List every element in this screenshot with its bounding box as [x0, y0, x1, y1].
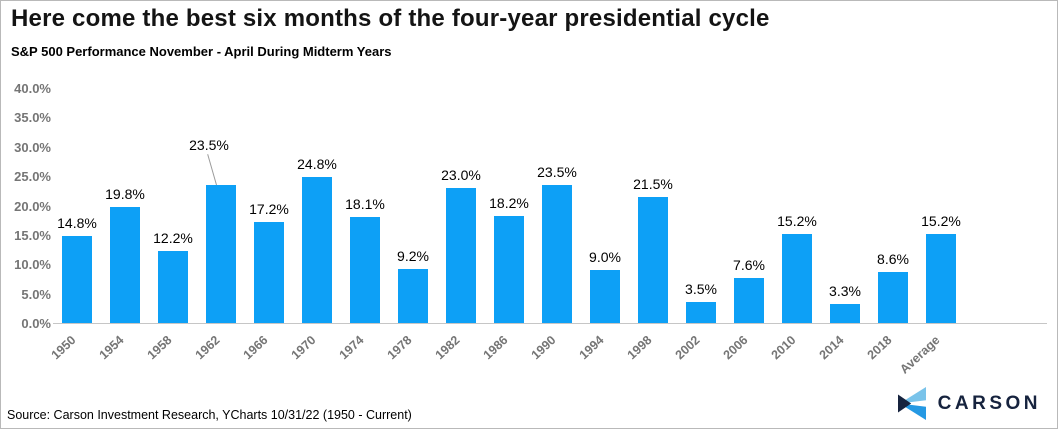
- bar-2010: [782, 234, 812, 323]
- y-axis-tick-label: 0.0%: [21, 316, 51, 331]
- bar-1970: [302, 177, 332, 323]
- x-axis-tick-label: 1954: [96, 333, 127, 363]
- bar-value-label: 17.2%: [249, 201, 289, 217]
- x-axis-tick-label: 1966: [240, 333, 271, 363]
- y-axis-tick-label: 15.0%: [14, 227, 51, 243]
- x-axis-tick-label: 1962: [192, 333, 223, 363]
- bar-value-label: 15.2%: [921, 213, 961, 229]
- bar-2018: [878, 272, 908, 323]
- bar-value-label: 7.6%: [733, 257, 765, 273]
- x-axis-tick-label: 2006: [720, 333, 751, 363]
- bar-1966: [254, 222, 284, 323]
- bar-value-label: 24.8%: [297, 156, 337, 172]
- source-note: Source: Carson Investment Research, YCha…: [7, 408, 412, 422]
- bar-value-label: 18.1%: [345, 196, 385, 212]
- x-axis-tick-label: Average: [897, 333, 943, 377]
- x-axis-tick-label: 1950: [48, 333, 79, 363]
- bar-2002: [686, 302, 716, 323]
- bar-value-label: 14.8%: [57, 215, 97, 231]
- bar-1950: [62, 236, 92, 323]
- bar-value-label: 8.6%: [877, 251, 909, 267]
- carson-logo: CARSON: [897, 387, 1041, 420]
- callout-leader-line: [207, 154, 217, 186]
- y-axis-tick-label: 5.0%: [21, 286, 51, 302]
- bar-1986: [494, 216, 524, 323]
- bar-1958: [158, 251, 188, 323]
- bar-1974: [350, 217, 380, 323]
- x-axis-tick-label: 1998: [624, 333, 655, 363]
- bar-value-label: 3.5%: [685, 281, 717, 297]
- bar-value-label: 15.2%: [777, 213, 817, 229]
- bar-1962: [206, 185, 236, 323]
- y-axis-tick-label: 40.0%: [14, 81, 51, 96]
- bar-value-label: 21.5%: [633, 176, 673, 192]
- bar-value-label: 18.2%: [489, 195, 529, 211]
- y-axis-tick-label: 20.0%: [14, 198, 51, 214]
- bar-value-label: 23.0%: [441, 167, 481, 183]
- x-axis-tick-label: 1970: [288, 333, 319, 363]
- x-axis-tick-label: 2010: [768, 333, 799, 363]
- x-axis-tick-label: 2002: [672, 333, 703, 363]
- bar-1982: [446, 188, 476, 323]
- bar-value-label: 9.2%: [397, 248, 429, 264]
- chart-subtitle: S&P 500 Performance November - April Dur…: [11, 44, 392, 59]
- bar-average: [926, 234, 956, 323]
- x-axis-tick-label: 2018: [864, 333, 895, 363]
- bar-1994: [590, 270, 620, 323]
- bar-value-label: 9.0%: [589, 249, 621, 265]
- x-axis-tick-label: 1978: [384, 333, 415, 363]
- bar-value-label: 19.8%: [105, 186, 145, 202]
- x-axis-tick-label: 1994: [576, 333, 607, 363]
- bar-1998: [638, 197, 668, 323]
- x-axis-tick-label: 1990: [528, 333, 559, 363]
- bar-1978: [398, 269, 428, 323]
- x-axis-tick-label: 1974: [336, 333, 367, 363]
- x-axis-tick-label: 2014: [816, 333, 847, 363]
- bar-1990: [542, 185, 572, 323]
- bar-1954: [110, 207, 140, 323]
- x-axis-tick-label: 1958: [144, 333, 175, 363]
- y-axis-tick-label: 30.0%: [14, 139, 51, 155]
- bar-2014: [830, 304, 860, 323]
- chart-title: Here come the best six months of the fou…: [11, 5, 770, 32]
- x-axis-tick-label: 1986: [480, 333, 511, 363]
- bar-2006: [734, 278, 764, 323]
- y-axis-tick-label: 35.0%: [14, 110, 51, 126]
- carson-logo-text: CARSON: [937, 392, 1041, 414]
- carson-logo-icon: [897, 387, 926, 420]
- y-axis-tick-label: 10.0%: [14, 257, 51, 273]
- x-axis-line: [53, 323, 1047, 324]
- y-axis-tick-label: 25.0%: [14, 169, 51, 185]
- bar-value-label: 3.3%: [829, 283, 861, 299]
- bar-value-label: 23.5%: [537, 164, 577, 180]
- x-axis-tick-label: 1982: [432, 333, 463, 363]
- bar-value-label: 12.2%: [153, 230, 193, 246]
- bar-value-label: 23.5%: [189, 137, 229, 153]
